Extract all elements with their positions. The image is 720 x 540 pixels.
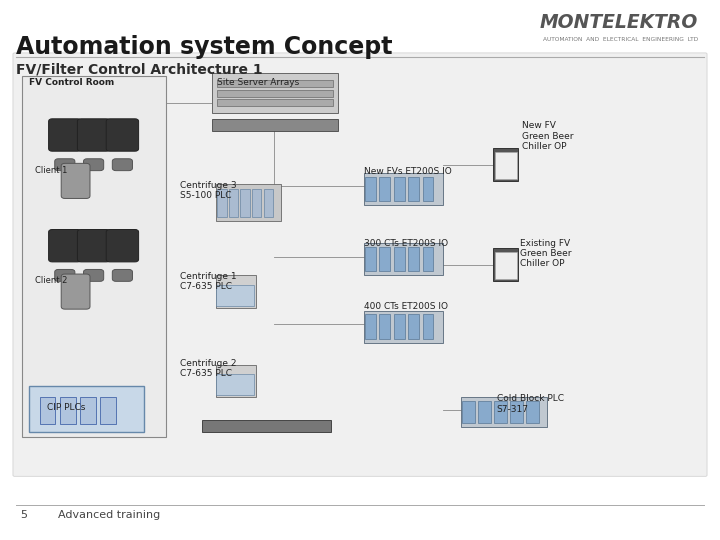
Bar	[80, 397, 96, 424]
Bar	[493, 248, 518, 281]
FancyBboxPatch shape	[61, 163, 90, 198]
FancyBboxPatch shape	[48, 119, 81, 151]
Bar	[22, 76, 166, 437]
FancyBboxPatch shape	[107, 230, 139, 262]
Bar	[364, 310, 443, 343]
Bar	[494, 401, 507, 423]
Bar	[365, 247, 376, 271]
Bar	[423, 247, 433, 271]
Bar	[423, 177, 433, 201]
Text: 300 CTs ET200S IO: 300 CTs ET200S IO	[364, 239, 448, 248]
Bar	[495, 252, 517, 279]
Bar	[364, 173, 443, 205]
Text: Centrifuge 2
C7-635 PLC: Centrifuge 2 C7-635 PLC	[180, 359, 236, 379]
FancyBboxPatch shape	[55, 159, 75, 171]
Text: Existing FV
Green Beer
Chiller OP: Existing FV Green Beer Chiller OP	[520, 239, 572, 268]
Bar	[264, 189, 273, 217]
FancyBboxPatch shape	[78, 119, 109, 151]
Bar	[493, 148, 518, 181]
Bar	[510, 401, 523, 423]
Bar	[216, 184, 281, 221]
Bar	[217, 80, 333, 87]
Bar	[202, 420, 331, 432]
FancyBboxPatch shape	[13, 53, 707, 476]
Text: Centrifuge 3
S5-100 PLC: Centrifuge 3 S5-100 PLC	[180, 181, 237, 200]
Bar	[408, 314, 419, 339]
Text: Cold Block PLC
S7-317: Cold Block PLC S7-317	[497, 394, 564, 414]
Text: New FVs ET200S IO: New FVs ET200S IO	[364, 167, 451, 177]
Text: Client 2: Client 2	[35, 276, 67, 285]
Bar	[100, 397, 116, 424]
Bar	[365, 177, 376, 201]
Text: Centrifuge 1
C7-635 PLC: Centrifuge 1 C7-635 PLC	[180, 272, 237, 291]
Bar	[364, 243, 443, 275]
FancyBboxPatch shape	[55, 269, 75, 281]
Text: Site Server Arrays: Site Server Arrays	[217, 78, 300, 87]
Bar	[240, 189, 250, 217]
Text: Client 1: Client 1	[35, 166, 67, 174]
FancyBboxPatch shape	[61, 274, 90, 309]
Bar	[216, 285, 254, 306]
Bar	[478, 401, 491, 423]
Bar	[526, 401, 539, 423]
Text: New FV
Green Beer
Chiller OP: New FV Green Beer Chiller OP	[522, 122, 574, 151]
Bar	[379, 177, 390, 201]
Text: FV/Filter Control Architecture 1: FV/Filter Control Architecture 1	[16, 62, 263, 76]
Bar	[408, 177, 419, 201]
FancyBboxPatch shape	[78, 230, 109, 262]
Bar	[461, 397, 547, 427]
Bar	[394, 314, 405, 339]
FancyBboxPatch shape	[84, 269, 104, 281]
Bar	[462, 401, 475, 423]
FancyBboxPatch shape	[112, 269, 132, 281]
Text: Automation system Concept: Automation system Concept	[16, 35, 392, 59]
Bar	[216, 374, 254, 395]
Bar	[423, 314, 433, 339]
Text: AUTOMATION  AND  ELECTRICAL  ENGINEERING  LTD: AUTOMATION AND ELECTRICAL ENGINEERING LT…	[544, 37, 698, 42]
Bar	[394, 247, 405, 271]
Bar	[365, 314, 376, 339]
Text: FV Control Room: FV Control Room	[29, 78, 114, 87]
Bar	[217, 90, 333, 97]
Text: 5: 5	[20, 510, 27, 521]
FancyBboxPatch shape	[107, 119, 139, 151]
Bar	[216, 275, 256, 308]
Text: MONTELEKTRO: MONTELEKTRO	[540, 14, 698, 32]
Bar	[212, 119, 338, 131]
Bar	[29, 386, 144, 432]
Bar	[495, 152, 517, 179]
FancyBboxPatch shape	[84, 159, 104, 171]
Text: 400 CTs ET200S IO: 400 CTs ET200S IO	[364, 302, 448, 312]
Text: Advanced training: Advanced training	[58, 510, 160, 521]
Bar	[408, 247, 419, 271]
Text: CIP PLCs: CIP PLCs	[47, 403, 85, 412]
Bar	[217, 189, 227, 217]
FancyBboxPatch shape	[48, 230, 81, 262]
Bar	[40, 397, 55, 424]
Bar	[212, 73, 338, 113]
Bar	[216, 364, 256, 397]
Bar	[394, 177, 405, 201]
Bar	[229, 189, 238, 217]
Bar	[252, 189, 261, 217]
Bar	[217, 99, 333, 106]
Bar	[379, 247, 390, 271]
Bar	[379, 314, 390, 339]
Bar	[60, 397, 76, 424]
FancyBboxPatch shape	[112, 159, 132, 171]
